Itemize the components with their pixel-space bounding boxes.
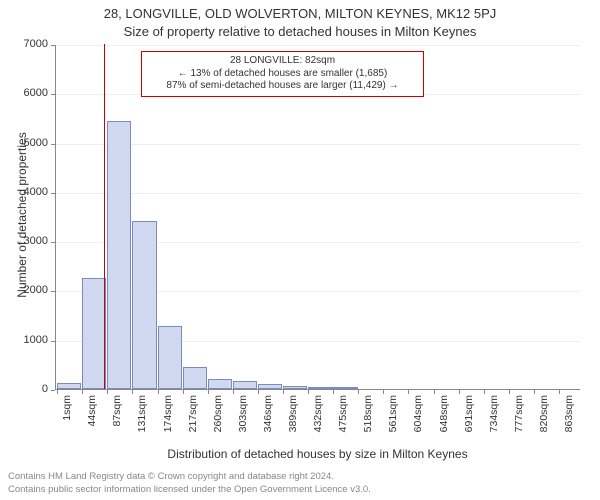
histogram-bar — [283, 386, 308, 389]
x-tick-mark — [208, 390, 209, 394]
x-tick-label: 561sqm — [387, 395, 399, 445]
annotation-box: 28 LONGVILLE: 82sqm← 13% of detached hou… — [141, 51, 424, 97]
histogram-bar — [107, 121, 132, 389]
y-tick-label: 6000 — [8, 87, 48, 99]
x-tick-mark — [559, 390, 560, 394]
y-tick-mark — [51, 193, 55, 194]
y-tick-mark — [51, 144, 55, 145]
x-tick-mark — [434, 390, 435, 394]
y-tick-label: 0 — [8, 383, 48, 395]
x-tick-label: 389sqm — [287, 395, 299, 445]
x-tick-mark — [358, 390, 359, 394]
x-tick-label: 475sqm — [337, 395, 349, 445]
x-tick-label: 87sqm — [111, 395, 123, 445]
x-tick-label: 691sqm — [463, 395, 475, 445]
y-tick-label: 7000 — [8, 38, 48, 50]
reference-line — [104, 44, 105, 389]
x-tick-label: 260sqm — [212, 395, 224, 445]
x-tick-mark — [308, 390, 309, 394]
x-tick-label: 648sqm — [438, 395, 450, 445]
x-tick-label: 1sqm — [61, 395, 73, 445]
footer-attribution: Contains HM Land Registry data © Crown c… — [8, 471, 371, 496]
x-tick-mark — [333, 390, 334, 394]
x-tick-label: 131sqm — [136, 395, 148, 445]
footer-line-1: Contains HM Land Registry data © Crown c… — [8, 471, 371, 483]
x-tick-mark — [82, 390, 83, 394]
y-tick-mark — [51, 291, 55, 292]
histogram-chart: 28, LONGVILLE, OLD WOLVERTON, MILTON KEY… — [0, 0, 600, 500]
x-tick-label: 217sqm — [187, 395, 199, 445]
histogram-bar — [233, 381, 258, 389]
y-tick-mark — [51, 242, 55, 243]
x-tick-label: 174sqm — [162, 395, 174, 445]
y-axis-label: Number of detached properties — [15, 115, 29, 315]
histogram-bar — [208, 379, 233, 389]
annotation-line-2: ← 13% of detached houses are smaller (1,… — [148, 68, 417, 81]
histogram-bar — [132, 221, 157, 389]
x-tick-mark — [408, 390, 409, 394]
x-tick-label: 346sqm — [262, 395, 274, 445]
plot-area: 010002000300040005000600070001sqm44sqm87… — [55, 45, 580, 390]
x-tick-mark — [383, 390, 384, 394]
x-tick-mark — [258, 390, 259, 394]
x-tick-mark — [459, 390, 460, 394]
histogram-bar — [183, 367, 208, 389]
x-tick-mark — [132, 390, 133, 394]
y-tick-mark — [51, 94, 55, 95]
x-tick-label: 44sqm — [86, 395, 98, 445]
x-tick-mark — [183, 390, 184, 394]
x-tick-label: 518sqm — [362, 395, 374, 445]
histogram-bar — [57, 383, 82, 389]
x-tick-label: 303sqm — [237, 395, 249, 445]
x-tick-mark — [509, 390, 510, 394]
x-tick-mark — [158, 390, 159, 394]
footer-line-2: Contains public sector information licen… — [8, 484, 371, 496]
x-tick-label: 863sqm — [563, 395, 575, 445]
gridline — [56, 193, 580, 194]
x-tick-label: 734sqm — [488, 395, 500, 445]
histogram-bar — [333, 387, 358, 389]
y-tick-mark — [51, 45, 55, 46]
y-tick-mark — [51, 341, 55, 342]
x-tick-label: 604sqm — [412, 395, 424, 445]
annotation-line-1: 28 LONGVILLE: 82sqm — [148, 55, 417, 68]
x-tick-label: 432sqm — [312, 395, 324, 445]
x-tick-mark — [283, 390, 284, 394]
annotation-line-3: 87% of semi-detached houses are larger (… — [148, 80, 417, 93]
histogram-bar — [258, 384, 283, 389]
chart-title: Size of property relative to detached ho… — [0, 24, 600, 39]
y-tick-mark — [51, 390, 55, 391]
x-tick-label: 777sqm — [513, 395, 525, 445]
x-tick-mark — [484, 390, 485, 394]
histogram-bar — [82, 278, 107, 389]
x-tick-mark — [233, 390, 234, 394]
x-tick-label: 820sqm — [538, 395, 550, 445]
histogram-bar — [308, 387, 333, 389]
y-tick-label: 1000 — [8, 334, 48, 346]
histogram-bar — [158, 326, 183, 389]
x-axis-label: Distribution of detached houses by size … — [55, 447, 580, 461]
x-tick-mark — [107, 390, 108, 394]
chart-supertitle: 28, LONGVILLE, OLD WOLVERTON, MILTON KEY… — [0, 6, 600, 21]
x-tick-mark — [534, 390, 535, 394]
gridline — [56, 144, 580, 145]
gridline — [56, 45, 580, 46]
x-tick-mark — [57, 390, 58, 394]
